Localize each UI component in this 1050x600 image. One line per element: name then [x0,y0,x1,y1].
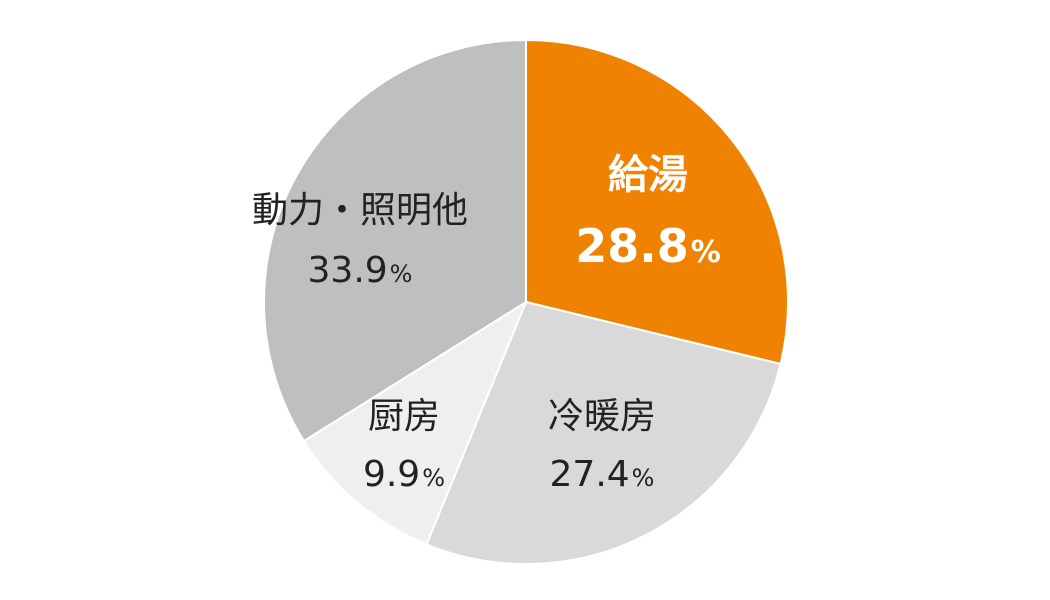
slice-label-2: 冷暖房 [548,396,656,437]
slice-value-2: 27.4% [550,454,655,495]
slice-label-3: 厨房 [368,396,440,437]
slice-2 [425,301,782,565]
slice-value-1: 28.8% [575,219,721,273]
pie-labels: 給湯 28.8% 冷暖房 27.4% 厨房 9.9% 動力・照明他 33.9% [252,152,721,495]
slice-label-4: 動力・照明他 [252,190,468,231]
slice-value-4: 33.9% [308,250,413,291]
slice-value-3: 9.9% [363,454,445,495]
slice-4 [263,39,527,442]
slice-label-1: 給湯 [608,152,688,198]
pie-slices [263,39,789,565]
slice-3 [302,301,527,546]
slice-1 [525,39,789,365]
